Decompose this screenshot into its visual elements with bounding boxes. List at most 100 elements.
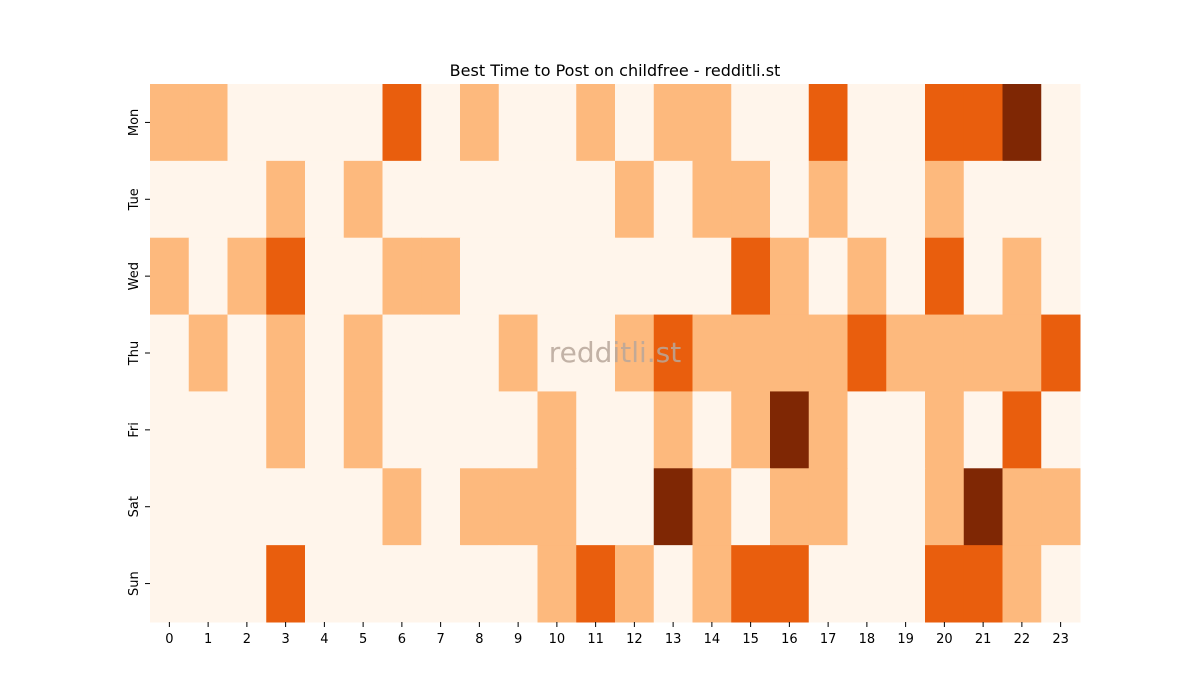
heatmap-cell-tue-22 [1002,160,1042,239]
heatmap-cell-sun-4 [305,545,345,623]
heatmap-cell-tue-23 [1041,160,1081,239]
heatmap-cell-thu-4 [305,314,345,392]
heatmap-cells [150,84,1081,623]
x-axis: 0 1 2 3 4 5 6 7 8 9 10 11 12 13 14 15 16 17 18 19 20 21 22 23 [165,622,1069,647]
heatmap-cell-wed-13 [653,237,693,316]
heatmap-cell-sun-5 [343,545,383,623]
heatmap-cell-sat-20 [925,468,965,546]
heatmap-cell-wed-20 [925,237,965,316]
heatmap-cell-fri-0 [150,391,190,469]
heatmap-cell-sat-21 [963,468,1003,546]
heatmap-cell-fri-5 [343,391,383,469]
heatmap-cell-sat-16 [770,468,810,546]
heatmap-cell-sun-3 [266,545,306,623]
x-tick-label: 15 [742,632,759,647]
heatmap-cell-mon-19 [886,84,926,162]
heatmap-cell-wed-2 [227,237,267,316]
heatmap-cell-fri-21 [963,391,1003,469]
heatmap-cell-sun-13 [653,545,693,623]
heatmap-cell-mon-4 [305,84,345,162]
heatmap-cell-mon-9 [498,84,538,162]
heatmap-cell-sun-22 [1002,545,1042,623]
heatmap-cell-sat-2 [227,468,267,546]
heatmap-cell-tue-20 [925,160,965,239]
heatmap-cell-wed-21 [963,237,1003,316]
heatmap-cell-thu-2 [227,314,267,392]
heatmap-cell-mon-18 [847,84,887,162]
heatmap-cell-wed-8 [460,237,500,316]
x-tick-label: 18 [859,632,876,647]
heatmap-cell-wed-23 [1041,237,1081,316]
x-tick-label: 13 [665,632,682,647]
x-tick-label: 2 [243,632,251,647]
heatmap-cell-wed-0 [150,237,190,316]
heatmap-cell-wed-5 [343,237,383,316]
heatmap-cell-sun-11 [576,545,616,623]
heatmap-cell-tue-6 [382,160,422,239]
heatmap-cell-wed-7 [421,237,461,316]
heatmap-cell-wed-22 [1002,237,1042,316]
heatmap-cell-sat-7 [421,468,461,546]
heatmap-cell-sat-22 [1002,468,1042,546]
heatmap-cell-tue-3 [266,160,306,239]
heatmap-cell-mon-17 [808,84,848,162]
heatmap-cell-thu-0 [150,314,190,392]
heatmap-cell-sat-0 [150,468,190,546]
heatmap-cell-wed-3 [266,237,306,316]
y-tick-label: Sat [127,496,142,517]
heatmap-cell-thu-18 [847,314,887,392]
heatmap-cell-fri-10 [537,391,577,469]
heatmap-cell-sat-4 [305,468,345,546]
heatmap-cell-mon-15 [731,84,771,162]
heatmap-cell-tue-21 [963,160,1003,239]
heatmap-cell-sat-10 [537,468,577,546]
heatmap-cell-thu-12 [615,314,655,392]
heatmap-cell-mon-22 [1002,84,1042,162]
heatmap-cell-fri-14 [692,391,732,469]
heatmap-cell-mon-0 [150,84,190,162]
heatmap-cell-sun-6 [382,545,422,623]
heatmap-cell-tue-13 [653,160,693,239]
heatmap-cell-mon-1 [188,84,228,162]
heatmap-cell-tue-11 [576,160,616,239]
heatmap-cell-mon-2 [227,84,267,162]
y-tick-label: Fri [127,422,142,438]
heatmap-cell-sun-23 [1041,545,1081,623]
x-tick-label: 11 [587,632,604,647]
heatmap-cell-sun-0 [150,545,190,623]
heatmap-cell-fri-9 [498,391,538,469]
heatmap-cell-tue-10 [537,160,577,239]
heatmap-cell-wed-15 [731,237,771,316]
y-axis: Mon Tue Wed Thu Fri Sat Sun [127,109,150,596]
heatmap-cell-sat-5 [343,468,383,546]
heatmap-cell-tue-0 [150,160,190,239]
heatmap-cell-sun-9 [498,545,538,623]
heatmap-cell-wed-6 [382,237,422,316]
heatmap-cell-sat-6 [382,468,422,546]
heatmap-cell-thu-6 [382,314,422,392]
heatmap-cell-wed-1 [188,237,228,316]
heatmap-cell-thu-5 [343,314,383,392]
heatmap-cell-tue-2 [227,160,267,239]
heatmap-cell-sun-21 [963,545,1003,623]
x-tick-label: 19 [897,632,914,647]
heatmap-cell-thu-14 [692,314,732,392]
heatmap-cell-sun-19 [886,545,926,623]
heatmap-cell-mon-11 [576,84,616,162]
heatmap-cell-thu-15 [731,314,771,392]
heatmap-cell-thu-9 [498,314,538,392]
heatmap-cell-fri-3 [266,391,306,469]
heatmap-cell-mon-16 [770,84,810,162]
heatmap-cell-fri-19 [886,391,926,469]
y-tick-label: Tue [127,188,142,211]
heatmap-cell-tue-17 [808,160,848,239]
heatmap-cell-thu-7 [421,314,461,392]
heatmap-cell-tue-16 [770,160,810,239]
heatmap-cell-mon-8 [460,84,500,162]
heatmap-cell-fri-22 [1002,391,1042,469]
heatmap-cell-thu-22 [1002,314,1042,392]
y-tick-label: Sun [127,571,142,596]
heatmap-cell-thu-23 [1041,314,1081,392]
heatmap-cell-tue-4 [305,160,345,239]
heatmap-cell-sat-15 [731,468,771,546]
